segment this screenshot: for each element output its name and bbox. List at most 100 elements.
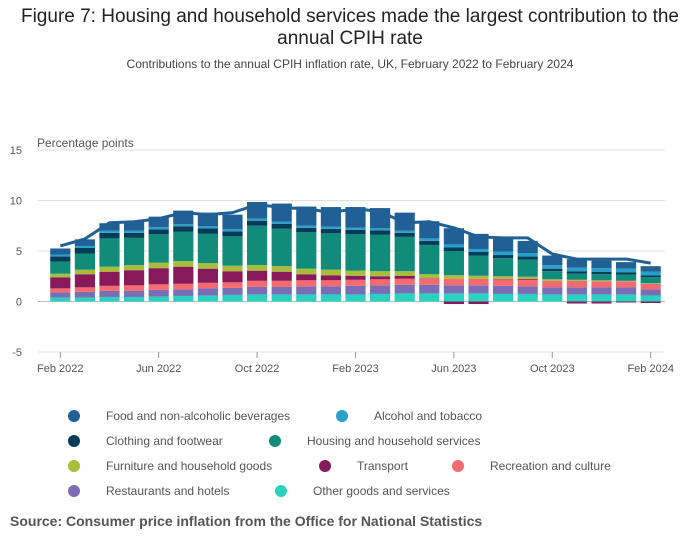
bar-segment	[222, 214, 243, 230]
bar-segment	[591, 281, 612, 288]
bar-segment	[247, 265, 268, 271]
bar-segment	[370, 276, 391, 280]
bar-segment	[222, 231, 243, 237]
bar-segment	[271, 221, 292, 224]
x-tick-label: Jun 2022	[136, 363, 181, 375]
bar-segment	[99, 266, 120, 272]
bar-segment	[247, 280, 268, 287]
bar-segment	[50, 277, 71, 289]
bar-segment	[173, 231, 194, 262]
bar-segment	[197, 288, 218, 296]
bar-segment	[640, 271, 661, 276]
legend-marker	[68, 460, 80, 472]
bar-segment	[419, 240, 440, 245]
bar-segment	[271, 286, 292, 295]
bar-segment	[124, 230, 145, 233]
bar-segment	[320, 269, 341, 276]
bar-segment	[493, 276, 514, 279]
bar-segment	[148, 296, 169, 302]
bar-segment	[320, 280, 341, 287]
bar-segment	[493, 285, 514, 294]
source-note: Source: Consumer price inflation from th…	[10, 513, 483, 529]
bar-segment	[468, 252, 489, 256]
bar-segment	[419, 284, 440, 294]
bar-segment	[517, 259, 538, 277]
bar-segment	[640, 289, 661, 296]
bar-segment	[370, 279, 391, 286]
bar-segment	[247, 220, 268, 226]
bar-segment	[640, 301, 661, 304]
bar-segment	[74, 247, 95, 254]
bar-segment	[591, 294, 612, 302]
legend-marker	[319, 460, 331, 472]
bar-segment	[370, 271, 391, 277]
bar-segment	[74, 291, 95, 298]
bar-segment	[370, 293, 391, 302]
bar-segment	[345, 279, 366, 286]
bar-segment	[99, 232, 120, 239]
bar-segment	[99, 290, 120, 297]
bar-segment	[517, 256, 538, 260]
bar-segment	[370, 285, 391, 294]
bar-segment	[345, 227, 366, 230]
bar-segment	[320, 275, 341, 281]
bar-segment	[517, 293, 538, 302]
bar-segment	[74, 239, 95, 246]
x-axis: Feb 2022 Jun 2022 Oct 2022 Feb 2023 Jun 2023…	[37, 352, 674, 375]
bar-segment	[443, 278, 464, 286]
x-tick-label: Feb 2023	[332, 363, 378, 375]
bar-segment	[394, 236, 415, 272]
bar-segment	[419, 278, 440, 285]
bar-segment	[99, 223, 120, 231]
legend-label: Transport	[357, 459, 409, 473]
bar-segment	[493, 258, 514, 277]
bar-segment	[320, 233, 341, 270]
y-tick-label: 15	[10, 145, 22, 157]
bar-segment	[222, 287, 243, 295]
bar-segment	[247, 225, 268, 266]
bar-segment	[222, 229, 243, 232]
bar-segment	[394, 293, 415, 302]
bar-segment	[74, 269, 95, 275]
bar-segment	[517, 240, 538, 254]
bar-segment	[566, 279, 587, 281]
bar-segment	[271, 266, 292, 272]
legend: Food and non-alcoholic beverages Alcohol …	[68, 409, 611, 498]
bar-segment	[419, 244, 440, 275]
x-tick-label: Oct 2023	[530, 363, 575, 375]
bar-segment	[616, 272, 637, 275]
bar-segment	[247, 286, 268, 295]
bar-segment	[591, 301, 612, 304]
legend-marker	[68, 410, 80, 422]
bar-segment	[591, 271, 612, 275]
legend-label: Clothing and footwear	[106, 434, 223, 448]
bar-segment	[173, 226, 194, 232]
bar-segment	[296, 294, 317, 302]
bar-segment	[99, 296, 120, 302]
bar-segment	[173, 295, 194, 302]
bar-segment	[640, 295, 661, 302]
bar-segment	[591, 280, 612, 282]
bar-segment	[616, 281, 637, 288]
bar-segment	[197, 268, 218, 283]
bar-segment	[591, 274, 612, 281]
bar-segment	[394, 232, 415, 237]
bar-segment	[124, 290, 145, 297]
chart-subtitle: Contributions to the annual CPIH inflati…	[126, 57, 574, 71]
bar-segment	[197, 295, 218, 302]
bar-segment	[616, 301, 637, 303]
bar-segment	[173, 261, 194, 267]
bar-segment	[370, 228, 391, 231]
bar-segment	[296, 286, 317, 295]
bar-segment	[542, 255, 563, 266]
bar-segment	[99, 230, 120, 233]
bar-segment	[148, 284, 169, 290]
bar-segment	[320, 226, 341, 229]
bar-segment	[50, 288, 71, 293]
bar-segment	[468, 248, 489, 253]
bar-segment	[173, 283, 194, 290]
bar-segment	[197, 263, 218, 269]
bar-segment	[616, 262, 637, 269]
bar-segment	[419, 238, 440, 241]
chart-title: Figure 7: Housing and household services…	[20, 6, 679, 49]
